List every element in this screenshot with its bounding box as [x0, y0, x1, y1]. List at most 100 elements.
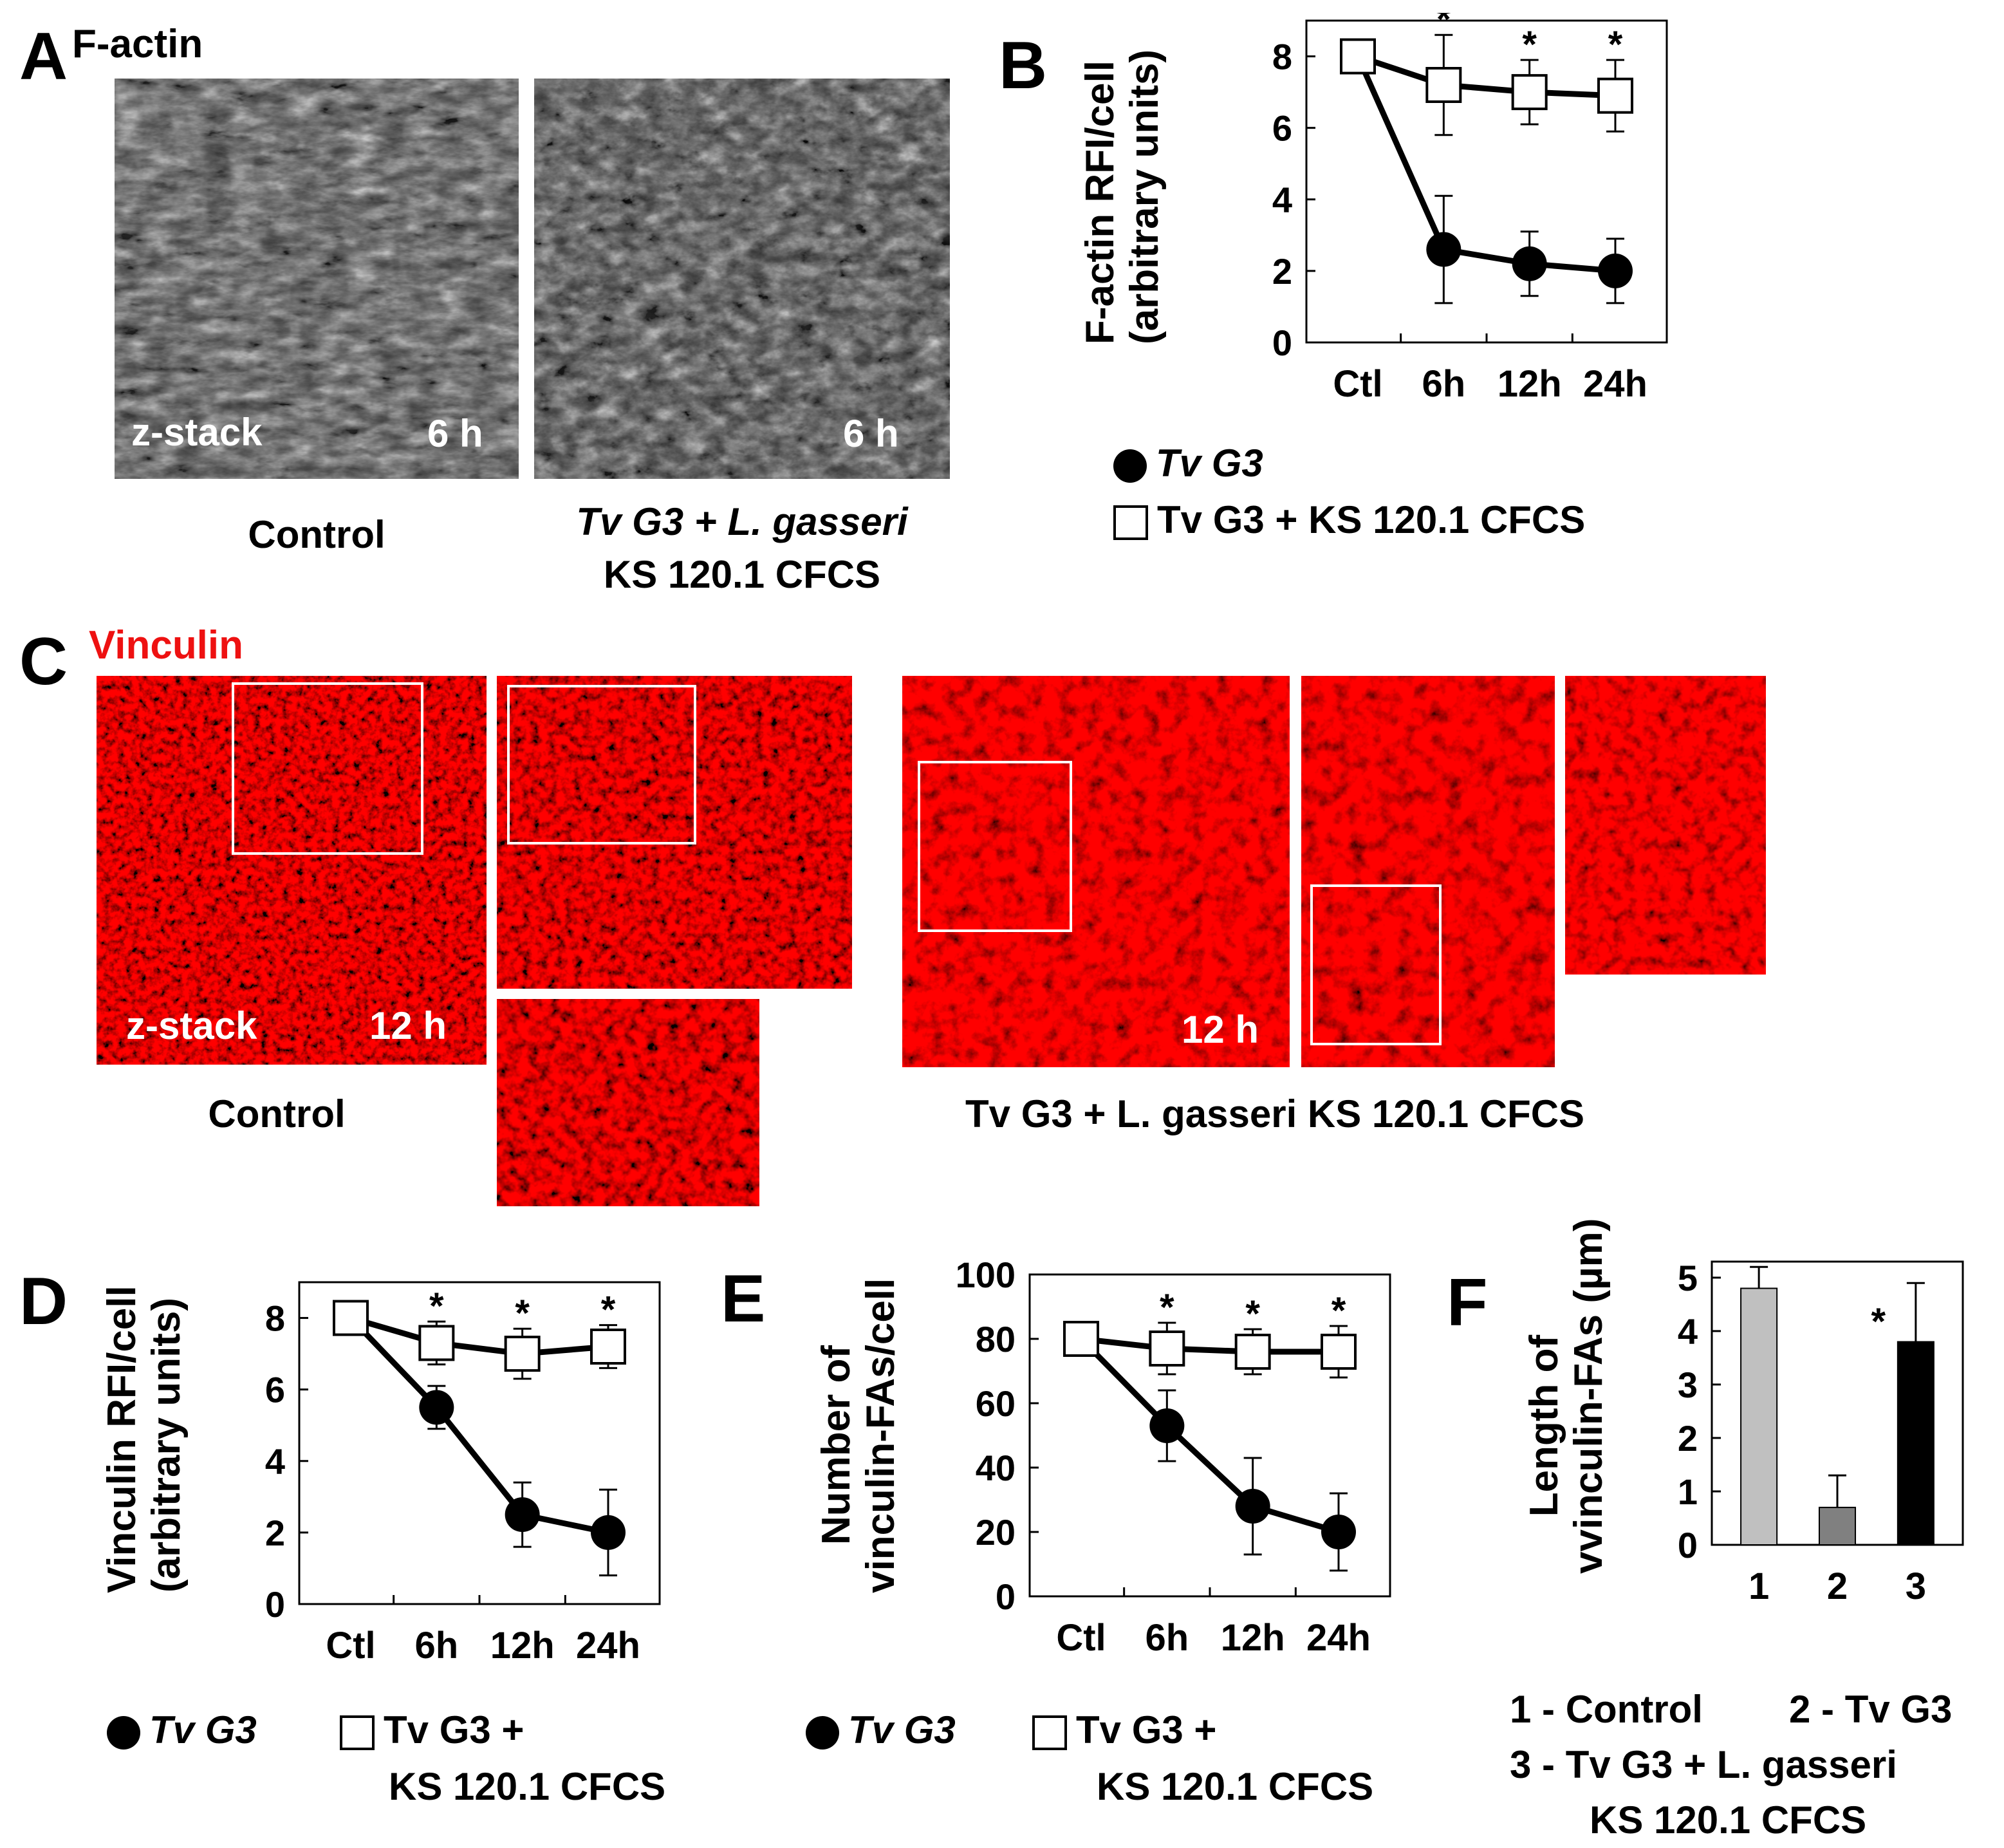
caption-vinculin-control: Control [208, 1092, 346, 1135]
caption-treated-text: Tv G3 + L. gasseri [576, 500, 908, 543]
series-line [1079, 1336, 1340, 1535]
y-tick-label: 4 [1678, 1311, 1698, 1352]
x-tick-label: Ctl [1056, 1617, 1106, 1659]
legend-f-line2: 3 - Tv G3 + L. gasseri [1510, 1746, 1897, 1784]
y-axis-label-b-line1: F-actin RFI/cell [1078, 61, 1122, 344]
legend-f-item3: 3 - Tv G3 + L. gasseri [1510, 1743, 1897, 1786]
panel-letter-e: E [721, 1262, 766, 1336]
stain-label-factin: F-actin [72, 22, 203, 66]
y-tick-label: 4 [1272, 180, 1292, 220]
y-tick-label: 2 [1272, 251, 1292, 292]
legend-f-line1b: 2 - Tv G3 [1789, 1690, 1952, 1729]
x-tick-label: Ctl [326, 1625, 375, 1666]
legend-b-dot-text: Tv G3 [1156, 442, 1263, 485]
y-axis-label-e: Number of vinculin-FAs/cell [814, 1278, 911, 1593]
zoom-box [1310, 884, 1442, 1045]
x-tick-label: 6h [1145, 1617, 1189, 1659]
legend-d-square: Tv G3 + [340, 1708, 524, 1751]
significance-marker: * [515, 1293, 530, 1334]
legend-d-square-text: Tv G3 + [384, 1708, 524, 1751]
y-tick-label: 0 [265, 1584, 285, 1625]
significance-marker: * [1245, 1293, 1260, 1335]
overlay-zstack: z-stack [126, 1004, 257, 1047]
data-point-square [1425, 67, 1462, 103]
legend-b-square-text: Tv G3 + KS 120.1 CFCS [1157, 498, 1586, 541]
x-tick-label: 3 [1906, 1565, 1926, 1607]
overlay-time: 6 h [843, 412, 899, 455]
y-tick-label: 80 [976, 1319, 1016, 1359]
significance-marker: * [1522, 24, 1537, 66]
legend-dot-marker [806, 1716, 839, 1750]
x-tick-label: 6h [414, 1625, 458, 1666]
panel-letter-b: B [999, 28, 1048, 103]
significance-marker: * [601, 1289, 616, 1331]
y-tick-label: 100 [956, 1255, 1016, 1295]
x-tick-label: 24h [1583, 363, 1647, 405]
y-tick-label: 6 [1272, 108, 1292, 149]
legend-square-marker [1113, 505, 1148, 541]
legend-dot-marker [107, 1716, 140, 1750]
series-line [349, 1315, 609, 1357]
series-line [1355, 55, 1616, 274]
significance-marker: * [1871, 1301, 1886, 1343]
legend-square-marker [340, 1715, 375, 1751]
legend-d-dot: Tv G3 [107, 1711, 257, 1750]
y-tick-label: 6 [265, 1370, 285, 1410]
y-axis-label-d: Vinculin RFI/cell (arbitrary units) [100, 1285, 196, 1593]
legend-dot-marker [1113, 449, 1147, 483]
y-axis-label-f: Length of vvinculin-FAs (µm) [1522, 1218, 1619, 1574]
data-point-square [1511, 74, 1548, 111]
y-tick-label: 20 [976, 1512, 1016, 1553]
micrograph-vinculin-control-zoom2 [497, 999, 759, 1206]
x-tick-label: 12h [490, 1625, 555, 1666]
y-tick-label: 1 [1678, 1471, 1698, 1512]
data-point-circle [1598, 253, 1633, 288]
caption-treated-line2: KS 120.1 CFCS [603, 553, 881, 596]
data-point-square [504, 1336, 541, 1372]
panel-letter-c: C [19, 624, 68, 699]
bar [1897, 1341, 1934, 1546]
y-tick-label: 0 [1272, 322, 1292, 363]
legend-f-item1: 1 - Control [1510, 1688, 1703, 1731]
y-axis-label-e-line1: Number of [814, 1345, 858, 1545]
significance-marker: * [1331, 1290, 1346, 1332]
y-tick-label: 0 [996, 1576, 1016, 1617]
y-axis-label-b: F-actin RFI/cell (arbitrary units) [1078, 49, 1174, 344]
y-tick-label: 4 [265, 1441, 285, 1482]
zoom-box [918, 761, 1072, 932]
caption-treated-line1: Tv G3 + L. gasseri [534, 496, 950, 548]
x-tick-label: 12h [1221, 1617, 1285, 1659]
stain-label-vinculin: Vinculin [89, 623, 244, 667]
legend-f-item2: 2 - Tv G3 [1789, 1688, 1953, 1731]
panel-letter-a: A [19, 19, 68, 94]
data-point-square [1597, 77, 1633, 114]
zoom-box [232, 682, 423, 855]
x-tick-label: 1 [1749, 1565, 1769, 1607]
legend-e-square: Tv G3 + [1032, 1711, 1216, 1751]
series-line [1357, 53, 1616, 99]
legend-square-marker [1032, 1715, 1067, 1751]
data-point-circle [1321, 1515, 1356, 1549]
data-point-circle [591, 1515, 626, 1550]
y-axis-label-b-line2: (arbitrary units) [1122, 49, 1167, 344]
legend-e-dot-text: Tv G3 [848, 1708, 956, 1751]
y-tick-label: 0 [1678, 1525, 1698, 1565]
data-point-circle [419, 1390, 454, 1425]
x-tick-label: Ctl [1333, 363, 1382, 405]
significance-marker: * [429, 1285, 444, 1327]
micrograph-factin-treated: 6 h [534, 79, 950, 479]
significance-marker: * [1160, 1287, 1174, 1329]
chart-f: 0 1 2 3 4 5 1 2 3 * [1678, 1258, 1964, 1607]
y-tick-label: 3 [1678, 1365, 1698, 1405]
caption-vinculin-treated-text: Tv G3 + L. gasseri KS 120.1 CFCS [965, 1092, 1585, 1135]
bar [1740, 1287, 1778, 1546]
data-point-circle [505, 1497, 540, 1533]
data-point-circle [1149, 1408, 1185, 1443]
bar [1818, 1506, 1857, 1545]
significance-marker: * [1608, 24, 1623, 66]
data-point-circle [1426, 232, 1461, 267]
legend-b-square: Tv G3 + KS 120.1 CFCS [1113, 498, 1586, 541]
y-axis-label-d-line1: Vinculin RFI/cell [100, 1285, 144, 1593]
legend-e-square-line2: KS 120.1 CFCS [1097, 1765, 1374, 1808]
y-axis-label-e-line2: vinculin-FAs/cell [858, 1278, 904, 1593]
